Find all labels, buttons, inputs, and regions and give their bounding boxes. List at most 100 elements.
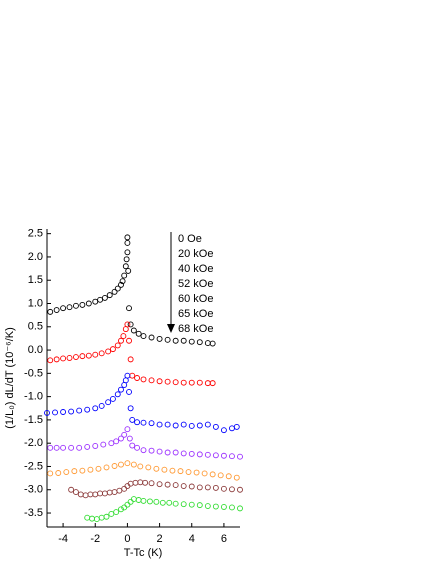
data-point <box>103 464 110 471</box>
data-point <box>237 453 243 460</box>
data-point <box>111 288 118 295</box>
data-point <box>114 391 121 398</box>
data-point <box>84 443 91 450</box>
data-point <box>140 419 147 426</box>
data-point <box>159 499 166 506</box>
data-point <box>124 460 131 467</box>
data-point <box>193 469 200 476</box>
data-point <box>124 321 131 328</box>
data-point <box>55 470 62 476</box>
data-point <box>76 407 83 414</box>
data-point <box>92 443 99 449</box>
data-point <box>95 465 102 472</box>
data-point <box>217 472 224 479</box>
data-point <box>134 419 141 426</box>
data-point <box>188 483 195 490</box>
data-point <box>180 421 187 428</box>
y-tick-label: -2.0 <box>24 437 43 449</box>
data-point <box>140 376 147 383</box>
data-point <box>66 304 73 311</box>
data-point <box>113 438 120 445</box>
data-point <box>87 466 94 473</box>
data-point <box>47 308 54 315</box>
data-point <box>148 334 155 341</box>
data-point <box>124 240 131 246</box>
legend-label: 60 kOe <box>178 293 213 305</box>
data-point <box>66 355 73 361</box>
data-point <box>124 372 131 379</box>
data-point <box>126 435 133 442</box>
data-point <box>188 379 195 386</box>
legend-label: 0 Oe <box>178 233 202 245</box>
y-tick-label: -3.0 <box>24 484 43 496</box>
legend-arrowhead <box>167 324 175 333</box>
data-point <box>82 492 89 499</box>
data-point <box>53 307 60 313</box>
data-point <box>204 380 211 387</box>
data-point <box>156 335 163 342</box>
y-tick-label: -1.0 <box>24 391 43 403</box>
data-point <box>161 466 168 473</box>
data-point <box>201 470 208 477</box>
y-axis-label: (1/L₀) dL/dT (10⁻⁶/K) <box>4 327 16 429</box>
data-point <box>47 444 54 451</box>
data-point <box>229 504 235 511</box>
data-point <box>220 452 227 459</box>
data-point <box>153 498 160 505</box>
data-point <box>172 482 179 489</box>
data-point <box>93 516 100 523</box>
data-point <box>204 451 211 458</box>
data-point <box>72 489 79 496</box>
data-point <box>79 301 86 308</box>
data-point <box>156 378 163 385</box>
data-point <box>156 421 163 428</box>
data-point <box>196 451 203 458</box>
data-point <box>127 356 134 363</box>
legend-label: 40 kOe <box>178 263 213 275</box>
y-tick-label: -1.5 <box>24 414 43 426</box>
data-point <box>204 421 211 428</box>
data-point <box>121 431 128 438</box>
data-point <box>116 487 123 494</box>
data-point <box>53 356 60 363</box>
y-tick-label: 0.0 <box>28 344 43 356</box>
y-tick-label: -2.5 <box>24 460 43 472</box>
data-point <box>84 514 91 521</box>
legend: 0 Oe 20 kOe 40 kOe 52 kOe 60 kOe 65 kOe 68 kOe <box>178 233 213 335</box>
data-point <box>145 464 152 471</box>
data-point <box>98 514 105 521</box>
data-point <box>92 298 99 305</box>
data-point <box>196 502 203 509</box>
data-point <box>126 305 132 312</box>
data-point <box>153 465 160 472</box>
x-tick-label: 0 <box>124 533 130 545</box>
data-point <box>130 496 137 503</box>
data-point <box>188 423 195 429</box>
data-point <box>125 267 132 274</box>
data-point <box>129 372 136 379</box>
data-point <box>233 423 240 430</box>
data-point <box>120 333 127 340</box>
data-point <box>140 333 147 340</box>
data-point <box>172 422 179 429</box>
data-point <box>53 444 60 451</box>
data-point <box>124 426 131 433</box>
data-point <box>204 340 211 347</box>
data-point <box>92 491 99 498</box>
data-point <box>85 300 92 307</box>
data-point <box>180 450 187 457</box>
data-point <box>180 337 187 344</box>
data-point <box>185 469 192 476</box>
x-tick-label: -4 <box>58 533 68 545</box>
data-point <box>140 497 147 504</box>
data-point <box>156 448 163 455</box>
data-point <box>172 449 179 456</box>
data-point <box>97 490 104 497</box>
data-point <box>225 473 232 480</box>
data-point <box>127 498 134 505</box>
data-point <box>126 389 132 395</box>
y-tick-label: 1.5 <box>28 274 43 286</box>
data-point <box>134 444 141 451</box>
data-point <box>164 336 171 343</box>
